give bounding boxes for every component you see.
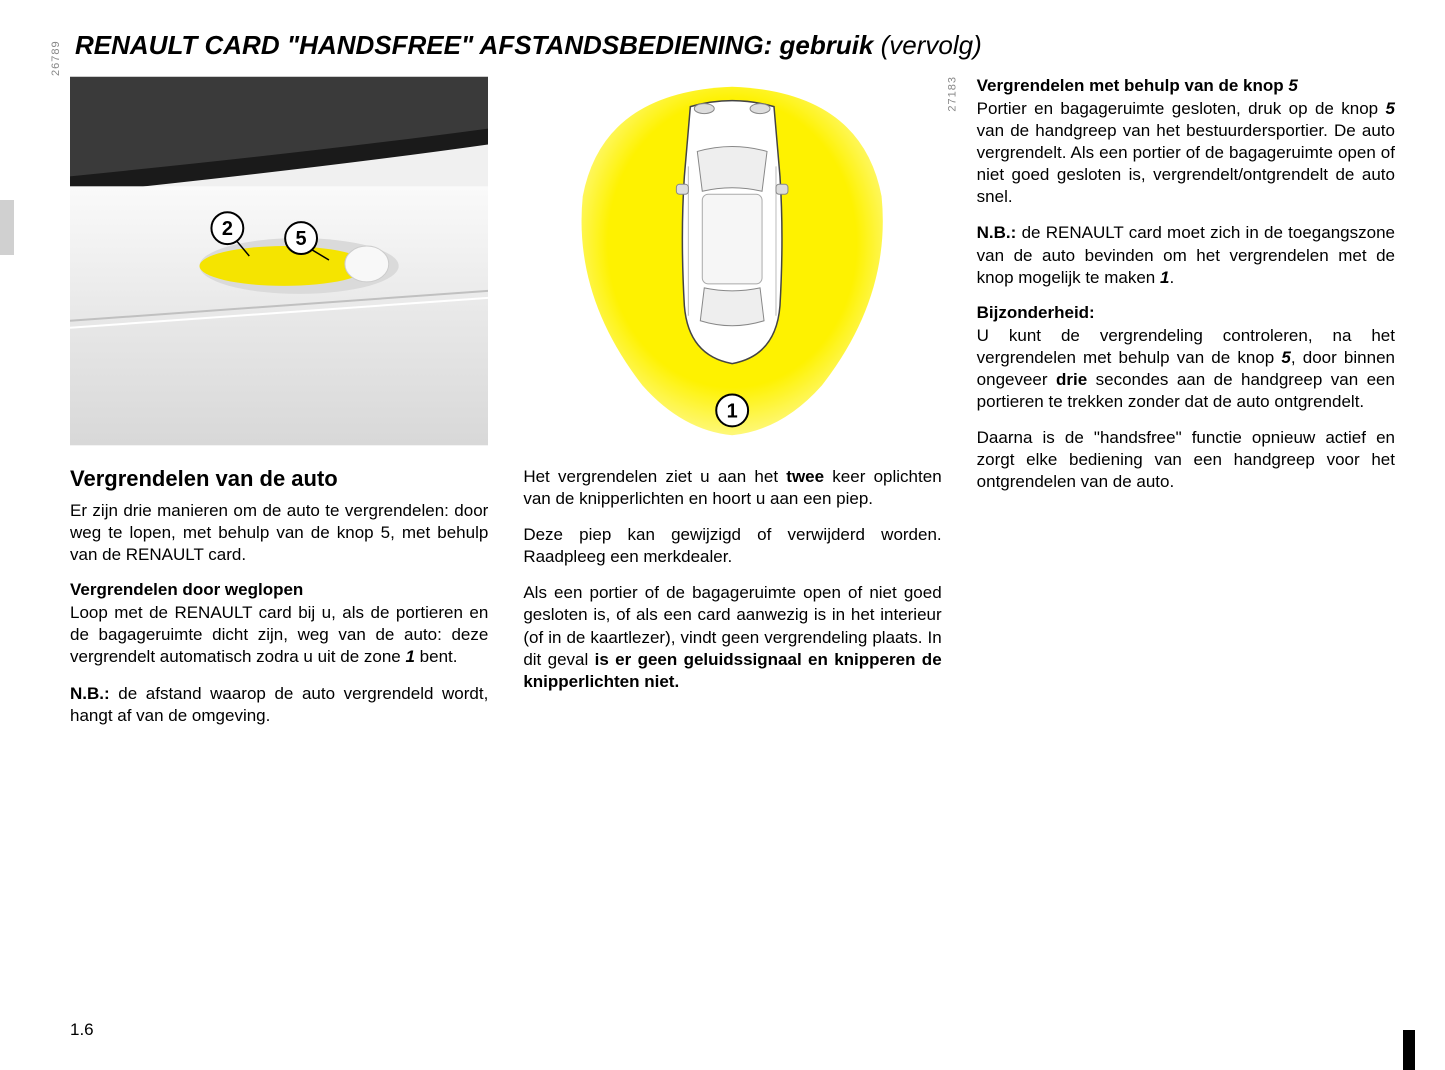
page-title: RENAULT CARD "HANDSFREE" AFSTANDSBEDIENI… <box>75 30 1395 61</box>
col3-sub2: Bijzonderheid: <box>977 303 1395 323</box>
col1-heading: Vergrendelen van de auto <box>70 466 488 492</box>
page-number: 1.6 <box>70 1020 94 1040</box>
door-handle-illustration: 2 5 <box>70 76 488 446</box>
col3-p1: Portier en bagageruimte gesloten, druk o… <box>977 98 1395 208</box>
figure2-id: 27183 <box>947 76 959 112</box>
figure-car-zone: 27183 <box>523 76 941 446</box>
col3-sub1-ref: 5 <box>1288 76 1297 95</box>
col1-p2b: bent. <box>415 647 458 666</box>
col3-p3-ref: 5 <box>1281 348 1290 367</box>
column-1: 26789 <box>70 76 488 741</box>
svg-text:2: 2 <box>222 218 233 240</box>
col2-p1a: Het vergrendelen ziet u aan het <box>523 467 786 486</box>
edge-mark <box>1403 1030 1415 1070</box>
side-tab <box>0 200 14 255</box>
col3-p4: Daarna is de "handsfree" functie opnieuw… <box>977 427 1395 493</box>
col1-p1: Er zijn drie manieren om de auto te verg… <box>70 500 488 566</box>
col2-p1: Het vergrendelen ziet u aan het twee kee… <box>523 466 941 510</box>
title-suffix: (vervolg) <box>881 30 982 60</box>
col1-p2: Loop met de RENAULT card bij u, als de p… <box>70 602 488 668</box>
svg-text:5: 5 <box>296 228 307 250</box>
col3-p2b: . <box>1169 268 1174 287</box>
col3-p3: U kunt de vergrendeling controleren, na … <box>977 325 1395 413</box>
col1-p3-text: de afstand waarop de auto vergrendeld wo… <box>70 684 488 725</box>
col2-p1-bold: twee <box>786 467 824 486</box>
col1-sub1: Vergrendelen door weglopen <box>70 580 488 600</box>
column-3: Vergrendelen met behulp van de knop 5 Po… <box>977 76 1395 741</box>
col1-p3: N.B.: de afstand waarop de auto vergrend… <box>70 683 488 727</box>
col1-p3-nb: N.B.: <box>70 684 110 703</box>
col3-sub1: Vergrendelen met behulp van de knop 5 <box>977 76 1395 96</box>
col3-p2-nb: N.B.: <box>977 223 1017 242</box>
col2-p3: Als een portier of de bagageruimte open … <box>523 582 941 692</box>
col3-p1-ref: 5 <box>1386 99 1395 118</box>
figure-door-handle: 26789 <box>70 76 488 446</box>
col3-p2: N.B.: de RENAULT card moet zich in de to… <box>977 222 1395 288</box>
col2-p2: Deze piep kan gewijzigd of verwijderd wo… <box>523 524 941 568</box>
content-columns: 26789 <box>70 76 1395 741</box>
col3-p1a: Portier en bagageruimte gesloten, druk o… <box>977 99 1386 118</box>
car-zone-illustration: 1 <box>523 76 941 446</box>
svg-text:1: 1 <box>727 400 738 422</box>
col3-p2a: de RENAULT card moet zich in de toegangs… <box>977 223 1395 286</box>
col3-p1b: van de handgreep van het bestuurdersport… <box>977 121 1395 206</box>
figure1-id: 26789 <box>50 40 62 76</box>
col3-p3-bold: drie <box>1056 370 1087 389</box>
column-2: 27183 <box>523 76 941 741</box>
title-main: RENAULT CARD "HANDSFREE" AFSTANDSBEDIENI… <box>75 30 881 60</box>
col1-p2-ref: 1 <box>405 647 414 666</box>
col3-sub1a: Vergrendelen met behulp van de knop <box>977 76 1289 95</box>
